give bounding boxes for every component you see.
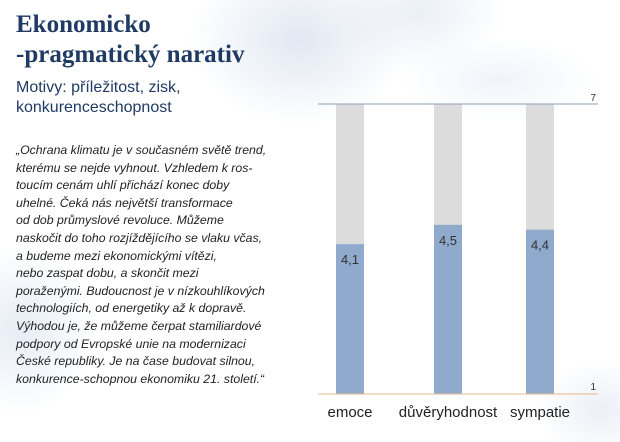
quote-line: a budeme mezi ekonomickými vítězi,	[16, 248, 217, 263]
data-label: 4,5	[439, 233, 457, 248]
quote-line: uhelné. Čeká nás největší transformace	[16, 195, 233, 210]
value-bar	[434, 224, 462, 394]
title-line: -pragmatický narativ	[16, 41, 245, 68]
value-bar	[336, 244, 364, 394]
quote-line: toucím cenám uhlí přichází konec doby	[16, 178, 230, 193]
quote-line: kterému se nejde vyhnout. Vzhledem k ros…	[16, 160, 253, 175]
value-bar	[526, 229, 554, 394]
category-label: důvěryhodnost	[399, 404, 498, 421]
quote-line: „Ochrana klimatu je v současném světě tr…	[16, 143, 267, 157]
subtitle-line: Motivy: příležitost, zisk,	[16, 79, 181, 96]
quote-line: Výhodou je, že můžeme čerpat stamiliardo…	[16, 318, 262, 333]
subtitle-line: konkurenceschopnost	[16, 99, 172, 116]
category-label: sympatie	[510, 404, 570, 421]
quote-line: poraženými. Budoucnost je v nízkouhlíkov…	[16, 283, 265, 298]
y-tick-label: 1	[590, 382, 596, 393]
quote-line: konkurence-schopnou ekonomiku 21. stolet…	[16, 371, 265, 386]
category-label: emoce	[327, 404, 372, 421]
quote-line: od dob průmyslové revoluce. Můžeme	[16, 213, 224, 228]
slide-subtitle: Motivy: příležitost, zisk, konkurencesch…	[16, 78, 306, 118]
title-line: Ekonomicko	[16, 11, 151, 38]
quote-line: technologiích, od energetiky až k doprav…	[16, 301, 247, 316]
slide-title: Ekonomicko -pragmatický narativ	[16, 10, 316, 70]
quote-line: nebo zaspat dobu, a skončit mezi	[16, 266, 199, 281]
data-label: 4,1	[341, 252, 359, 267]
data-label: 4,4	[531, 238, 549, 253]
quote-line: podpory od Evropské unie na modernizaci	[16, 336, 246, 351]
quote-text: „Ochrana klimatu je v současném světě tr…	[16, 142, 308, 388]
quote-line: naskočit do toho rozjíždějícího se vlaku…	[16, 230, 263, 245]
y-tick-label: 7	[590, 93, 596, 104]
quote-line: České republiky. Je na čase budovat siln…	[16, 354, 256, 369]
